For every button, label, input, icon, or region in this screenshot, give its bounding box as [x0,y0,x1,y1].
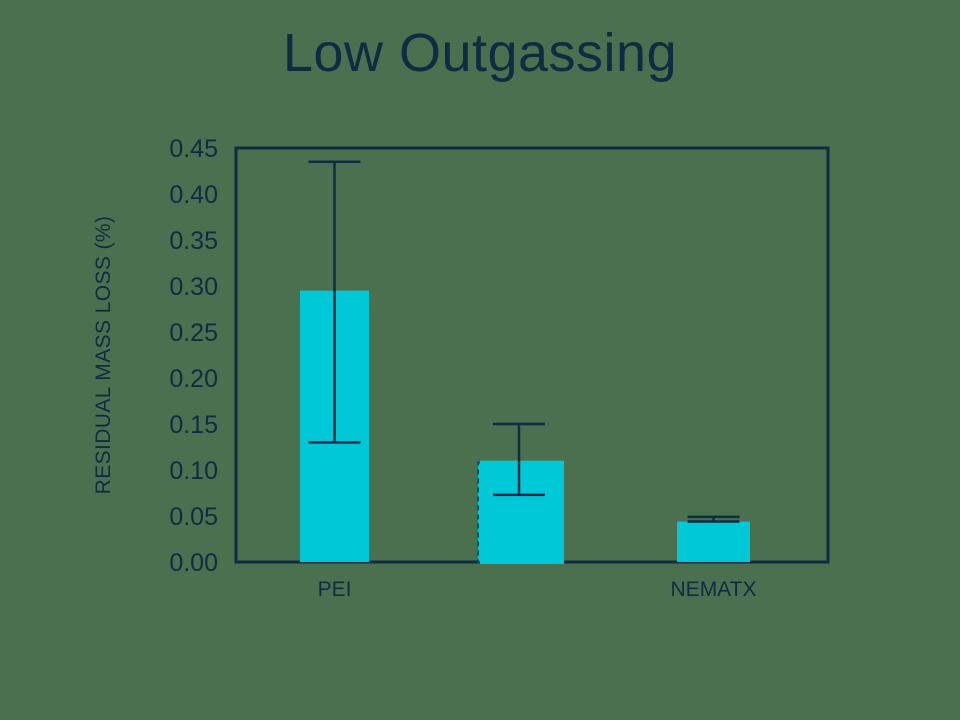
bars-group [300,290,750,564]
y-axis-tick-label: 0.10 [169,457,218,485]
y-axis-tick-label: 0.35 [169,227,218,255]
x-axis-category-label: NEMATX [671,578,757,601]
bar-edge-cover [480,460,564,564]
y-axis-tick-labels: 0.00 0.05 0.10 0.15 0.20 0.25 0.30 0.35 0.40 0.45 [169,135,218,577]
x-axis-category-labels: PEI NEMATX [318,578,757,601]
y-axis-tick-label: 0.20 [169,365,218,393]
y-axis-tick-label: 0.30 [169,273,218,301]
y-axis-tick-label: 0.15 [169,411,218,439]
y-axis-tick-label: 0.45 [169,135,218,163]
y-axis-tick-label: 0.40 [169,181,218,209]
y-axis-tick-label: 0.25 [169,319,218,347]
chart-title: Low Outgassing [282,23,678,83]
y-axis-title-group: RESIDUAL MASS LOSS (%) [92,216,115,495]
bar [677,521,750,562]
x-axis-category-label: PEI [318,578,352,601]
y-axis-tick-label: 0.05 [169,503,218,531]
y-axis-tick-label: 0.00 [169,549,218,577]
y-axis-title: RESIDUAL MASS LOSS (%) [92,216,115,495]
error-bars-group [308,160,740,523]
